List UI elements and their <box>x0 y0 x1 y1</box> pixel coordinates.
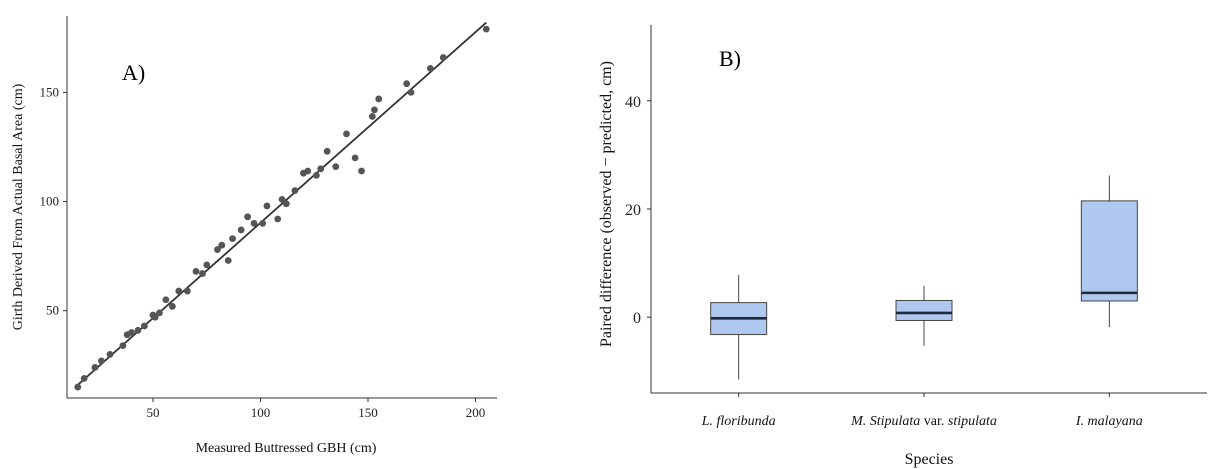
scatter-point <box>368 113 376 120</box>
scatter-point <box>203 261 211 269</box>
scatter-point <box>407 89 415 96</box>
scatter-point <box>98 357 105 365</box>
scatter-point <box>141 322 148 330</box>
scatter-point <box>375 95 383 103</box>
box-group <box>895 285 953 346</box>
scatter-point <box>175 287 183 295</box>
scatter-point <box>317 165 325 173</box>
scatter-point <box>128 329 135 336</box>
scatter-point <box>351 154 359 162</box>
panel-a-x-tick-label: 150 <box>358 405 378 420</box>
panel-b-y-tick-label: 40 <box>625 94 641 111</box>
scatter-point <box>482 25 490 33</box>
scatter-point <box>168 302 176 310</box>
panel-b-category-label: I. malayana <box>1075 414 1143 429</box>
panel-b-label: B) <box>719 46 741 71</box>
scatter-point <box>278 195 286 203</box>
scatter-point <box>313 171 320 179</box>
scatter-point <box>162 296 170 304</box>
panel-a-y-tick-label: 50 <box>46 303 59 318</box>
scatter-point <box>134 326 142 334</box>
scatter-point <box>229 235 236 243</box>
panel-b-y-ticks: 0 20 40 <box>625 94 651 327</box>
scatter-point <box>250 219 258 227</box>
scatter-point <box>426 64 434 72</box>
scatter-point <box>282 200 290 208</box>
scatter-point <box>199 270 206 277</box>
panel-b-x-title: Species <box>905 451 954 468</box>
scatter-point <box>224 257 232 264</box>
scatter-point <box>291 187 299 195</box>
panel-b-category-label: L. floribunda <box>701 414 776 429</box>
scatter-point <box>371 106 378 114</box>
panel-a-x-title: Measured Buttressed GBH (cm) <box>196 441 377 456</box>
scatter-point <box>274 215 282 223</box>
panel-a-label: A) <box>122 60 145 85</box>
scatter-point <box>323 147 331 155</box>
scatter-point <box>343 130 350 138</box>
scatter-point <box>218 241 226 249</box>
scatter-point <box>259 219 267 227</box>
panel-a-x-tick-label: 50 <box>147 405 160 420</box>
panel-b-y-title: Paired difference (observed − predicted,… <box>598 61 615 347</box>
scatter-point <box>214 246 221 253</box>
scatter-point <box>403 80 411 88</box>
scatter-point <box>237 226 245 234</box>
panel-a-x-tick-label: 100 <box>251 405 271 420</box>
scatter-point <box>332 163 340 171</box>
scatter-point <box>91 364 99 371</box>
panel-b-boxplot: 0 20 40 L. floribunda M. Stipulata var. sti… <box>598 25 1207 468</box>
panel-b-x-ticks: L. floribunda M. Stipulata var. stipulata… <box>701 393 1143 429</box>
panel-a-points <box>74 25 490 391</box>
scatter-point <box>192 267 200 275</box>
panel-b-y-tick-label: 20 <box>625 202 641 219</box>
scatter-point <box>304 167 312 175</box>
panel-a-x-tick-label: 200 <box>466 405 486 420</box>
box-iqr <box>895 299 953 321</box>
scatter-point <box>358 167 365 175</box>
panel-b-y-tick-label: 0 <box>633 310 641 327</box>
box-iqr <box>1080 200 1138 302</box>
panel-a-y-title: Girth Derived From Actual Basal Area (cm… <box>11 83 26 330</box>
scatter-point <box>151 313 159 321</box>
panel-a-x-ticks: 50 100 150 200 <box>147 398 486 420</box>
panel-a-y-tick-label: 100 <box>40 194 60 209</box>
panel-b-category-label: M. Stipulata var. stipulata <box>850 414 997 429</box>
panel-a-y-tick-label: 150 <box>40 84 60 99</box>
scatter-point <box>80 374 88 382</box>
scatter-point <box>184 287 191 295</box>
scatter-point <box>119 342 127 350</box>
panel-a-y-ticks: 50 100 150 <box>40 84 67 318</box>
scatter-point <box>106 350 114 358</box>
scatter-point <box>244 213 252 221</box>
scatter-point <box>156 309 163 317</box>
scatter-point <box>74 383 82 391</box>
panel-b-boxes <box>710 175 1138 380</box>
panel-a-scatter: 50 100 150 200 50 100 150 A) Measured Buttres… <box>11 16 497 456</box>
box-group <box>710 275 768 380</box>
scatter-point <box>263 202 271 210</box>
box-group <box>1080 175 1138 327</box>
scatter-point <box>439 54 447 61</box>
